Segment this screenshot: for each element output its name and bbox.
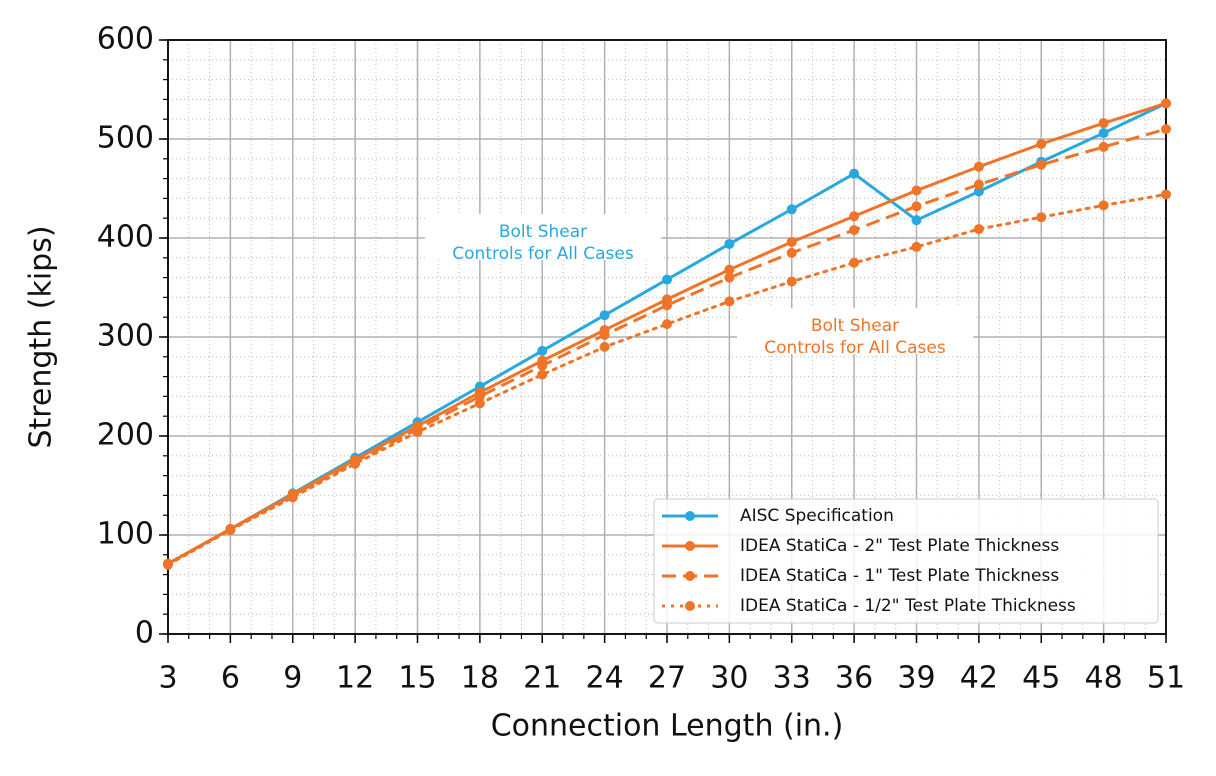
data-point [911, 201, 922, 212]
data-point [724, 238, 735, 249]
data-point [1036, 138, 1047, 149]
data-point [537, 345, 548, 356]
x-axis-label: Connection Length (in.) [491, 709, 844, 744]
legend-label: IDEA StatiCa - 2" Test Plate Thickness [740, 536, 1059, 556]
data-point [662, 274, 672, 285]
annotation-box [425, 214, 661, 260]
x-tick-label: 12 [336, 661, 374, 696]
data-point [786, 247, 797, 258]
data-point [537, 369, 548, 380]
data-point [849, 211, 860, 222]
x-tick-label: 42 [960, 661, 998, 696]
data-point [1161, 98, 1171, 109]
series-line [166, 192, 1168, 567]
data-point [911, 215, 922, 226]
x-tick-label: 27 [648, 661, 686, 696]
data-point [412, 427, 423, 438]
data-point [849, 168, 860, 179]
annotation: Controls for All Cases [764, 338, 946, 358]
series-line [167, 127, 1167, 566]
x-tick-label: 30 [710, 661, 748, 696]
data-point [1161, 124, 1171, 135]
x-tick-label: 18 [461, 661, 499, 696]
x-tick-label: 48 [1085, 661, 1123, 696]
legend-marker [685, 601, 695, 611]
annotation: Controls for All Cases [452, 244, 634, 264]
annotation: Bolt Shear [811, 316, 899, 336]
legend-label: AISC Specification [740, 506, 894, 526]
annotation: Bolt Shear [499, 222, 587, 242]
data-point [911, 241, 922, 252]
data-point [225, 525, 236, 536]
data-point [599, 330, 610, 341]
legend-label: IDEA StatiCa - 1/2" Test Plate Thickness [740, 596, 1076, 616]
data-point [662, 300, 672, 311]
data-point [1098, 141, 1109, 152]
legend: AISC Specification IDEA StatiCa - 2" Test… [653, 498, 1159, 624]
data-point [163, 559, 173, 570]
annotation-box [737, 308, 973, 354]
data-point [1036, 212, 1047, 223]
data-point [1098, 200, 1109, 211]
data-point [786, 204, 797, 215]
data-point [973, 224, 984, 235]
x-tick-label: 9 [283, 661, 302, 696]
data-point [973, 186, 984, 197]
data-point [599, 310, 610, 321]
data-point [537, 360, 548, 371]
data-point [1098, 118, 1109, 129]
data-point [1161, 189, 1171, 200]
y-tick-label: 100 [97, 517, 154, 552]
data-point [849, 225, 860, 236]
legend-marker [685, 511, 695, 521]
y-tick-label: 600 [97, 22, 154, 57]
data-point [724, 264, 735, 275]
y-axis-label: Strength (kips) [24, 225, 59, 448]
y-tick-label: 300 [97, 319, 154, 354]
x-tick-label: 6 [221, 661, 240, 696]
legend-box [653, 498, 1159, 624]
x-tick-label: 3 [158, 661, 177, 696]
data-point [1036, 159, 1047, 170]
data-point [849, 257, 860, 268]
data-point [973, 161, 984, 172]
data-point [724, 272, 735, 283]
x-tick-label: 15 [398, 661, 436, 696]
x-tick-label: 24 [586, 661, 624, 696]
data-point [973, 179, 984, 190]
x-tick-label: 21 [523, 661, 561, 696]
plot-frame [167, 39, 1167, 635]
x-tick-label: 51 [1147, 661, 1185, 696]
data-point [599, 341, 610, 352]
data-point [1098, 128, 1109, 139]
y-tick-label: 400 [97, 220, 154, 255]
data-point [287, 492, 298, 503]
x-tick-label: 36 [835, 661, 873, 696]
x-tick-label: 45 [1022, 661, 1060, 696]
data-point [474, 398, 485, 409]
y-tick-label: 0 [135, 616, 154, 651]
x-tick-label: 33 [773, 661, 811, 696]
legend-label: IDEA StatiCa - 1" Test Plate Thickness [740, 566, 1059, 586]
data-point [786, 276, 797, 287]
y-tick-label: 500 [97, 121, 154, 156]
legend-marker [685, 541, 695, 551]
data-point [911, 185, 922, 196]
legend-marker [685, 571, 695, 581]
x-tick-label: 39 [897, 661, 935, 696]
data-point [786, 236, 797, 247]
data-point [724, 296, 735, 307]
data-point [662, 319, 672, 330]
data-point [474, 391, 485, 402]
data-point [350, 458, 361, 469]
y-tick-label: 200 [97, 418, 154, 453]
